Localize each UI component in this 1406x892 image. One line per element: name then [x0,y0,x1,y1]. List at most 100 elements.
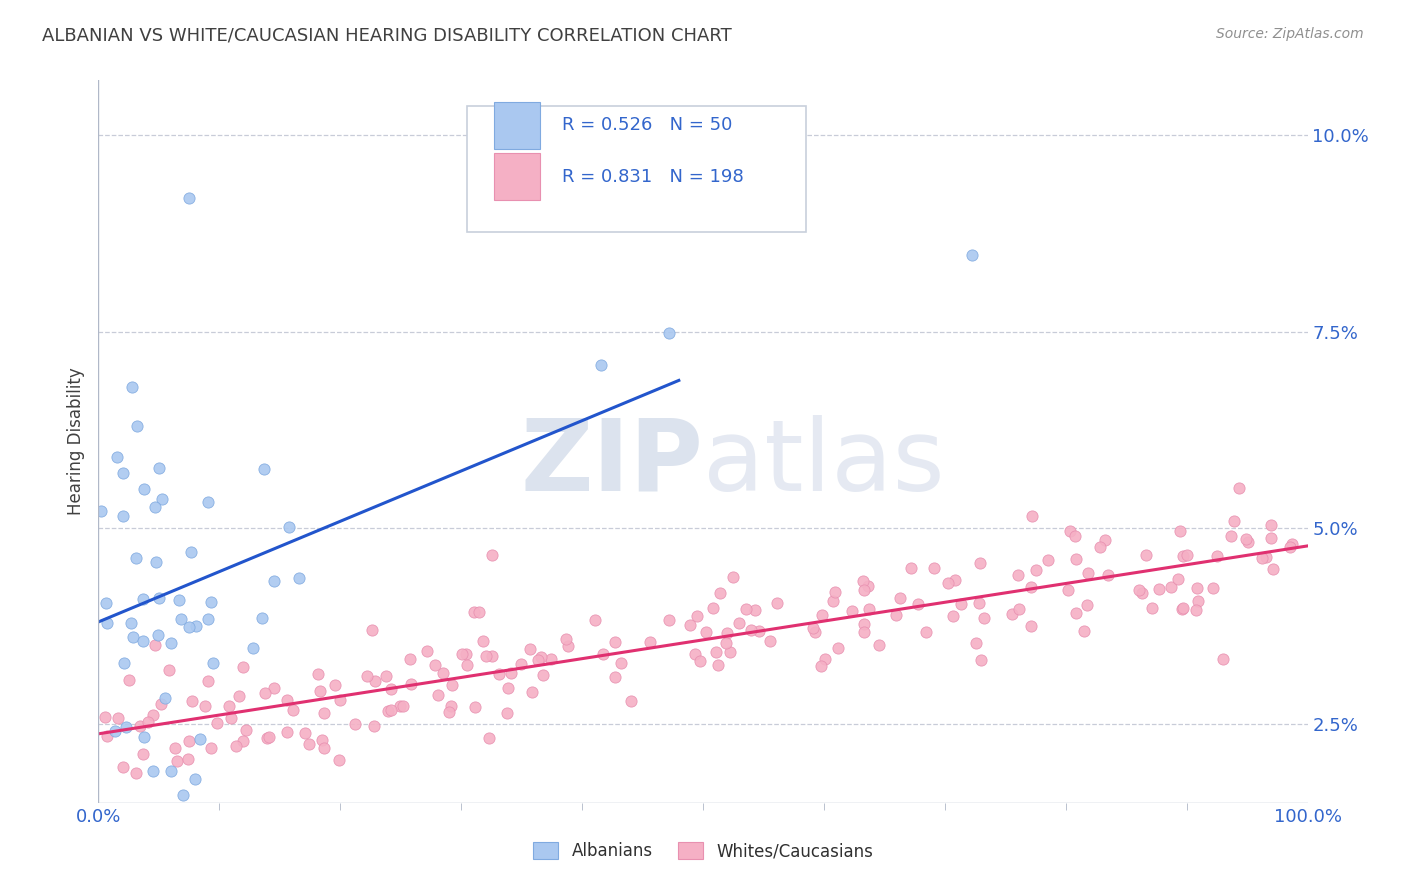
Point [914,625,936,640]
Point [758,634,780,648]
Point [263,681,285,695]
Point [973,610,995,624]
Point [481,649,503,664]
Point [283,703,305,717]
Point [685,647,707,661]
Point [184,772,207,787]
Point [1202,582,1225,596]
Point [853,582,876,597]
Point [1205,549,1227,563]
Point [1008,602,1031,616]
Point [122,630,145,644]
Legend: Albanians, Whites/Caucasians: Albanians, Whites/Caucasians [526,835,880,867]
Point [177,752,200,766]
Point [250,611,273,625]
Point [235,723,257,737]
Point [1021,508,1043,523]
Point [169,612,191,626]
Point [380,681,402,696]
Point [172,788,194,802]
Point [463,605,485,619]
Point [942,609,965,624]
Point [120,615,142,630]
Point [96,596,118,610]
Point [242,641,264,656]
Point [695,624,717,639]
Point [609,656,631,670]
Point [900,561,922,575]
Point [232,659,254,673]
Point [143,500,166,514]
Point [392,699,415,714]
Point [886,607,908,622]
Point [179,620,201,634]
Point [814,652,837,666]
Point [145,555,167,569]
Point [967,596,990,610]
Point [312,706,335,720]
Point [276,693,298,707]
Point [439,699,461,714]
Point [377,704,399,718]
Point [202,657,225,671]
Point [256,731,278,746]
Point [184,619,207,633]
Point [328,753,350,767]
Point [451,647,474,661]
Point [253,686,276,700]
Point [180,545,202,559]
Point [294,726,316,740]
Point [464,699,486,714]
Point [1187,593,1209,607]
Point [1173,601,1195,615]
Point [157,663,180,677]
Point [225,739,247,753]
Point [1212,652,1234,666]
Point [1234,532,1257,546]
Point [307,667,329,681]
Point [440,678,463,692]
Point [853,616,876,631]
Point [803,624,825,639]
Point [1263,562,1285,576]
Point [1090,541,1112,555]
Point [388,699,411,714]
Point [858,602,880,616]
Text: ALBANIAN VS WHITE/CAUCASIAN HEARING DISABILITY CORRELATION CHART: ALBANIAN VS WHITE/CAUCASIAN HEARING DISA… [42,27,733,45]
Point [1057,582,1080,597]
Point [1160,580,1182,594]
Point [1036,553,1059,567]
Point [134,482,156,496]
Point [148,591,170,606]
Point [94,710,117,724]
Point [714,636,737,650]
Point [160,636,183,650]
Point [969,653,991,667]
Point [112,656,135,670]
Point [437,705,460,719]
Point [166,754,188,768]
Point [132,592,155,607]
Point [716,626,738,640]
Point [467,605,489,619]
Point [115,720,138,734]
Y-axis label: Hearing Disability: Hearing Disability [66,368,84,516]
Point [801,621,824,635]
Point [312,741,335,756]
Point [1059,524,1081,538]
Point [1064,607,1087,621]
Point [309,684,332,698]
Point [105,450,128,465]
Point [841,604,863,618]
Point [132,747,155,762]
Point [425,658,447,673]
Point [1251,550,1274,565]
Point [1007,567,1029,582]
Point [228,689,250,703]
Point [555,632,578,647]
Point [509,657,531,672]
Point [1076,599,1098,613]
Point [146,628,169,642]
Point [180,693,202,707]
Point [531,667,554,681]
